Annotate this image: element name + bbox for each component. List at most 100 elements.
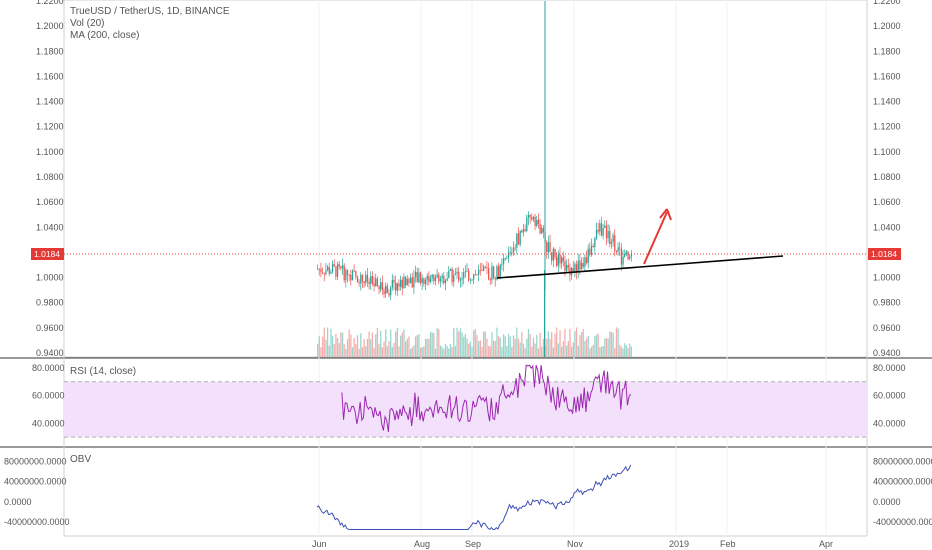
- volume-bar: [443, 348, 445, 357]
- volume-bar: [574, 331, 576, 357]
- candle-body: [404, 276, 407, 286]
- obv-tick-label-right: 80000000.0000: [873, 457, 932, 467]
- candle-body: [353, 270, 355, 272]
- candle-body: [590, 245, 593, 255]
- candle-body: [575, 264, 578, 273]
- volume-bar: [481, 346, 483, 357]
- candle-body: [361, 274, 364, 282]
- volume-bar: [526, 338, 528, 357]
- rsi-pane-legend: RSI (14, close): [70, 366, 136, 378]
- time-tick-label: Aug: [414, 539, 430, 549]
- candle-body: [589, 248, 591, 255]
- candle-body: [511, 252, 513, 254]
- volume-bar: [395, 331, 397, 357]
- trendline[interactable]: [496, 255, 784, 279]
- price-tick-label-right: 1.0000: [873, 273, 901, 283]
- candle-body: [318, 268, 320, 270]
- volume-bar: [516, 327, 518, 357]
- candle-body: [579, 260, 581, 270]
- candle-body: [423, 278, 425, 285]
- volume-bar: [340, 332, 342, 357]
- volume-bar: [597, 333, 599, 357]
- candle-body: [338, 264, 340, 267]
- candle-body: [474, 274, 476, 276]
- volume-bar: [473, 330, 475, 357]
- candle-body: [532, 216, 535, 220]
- candle-body: [610, 242, 613, 245]
- price-tick-label-right: 1.1600: [873, 71, 901, 81]
- volume-bar: [504, 336, 506, 357]
- volume-bar: [451, 346, 453, 357]
- candle-body: [424, 279, 427, 285]
- volume-bar: [551, 332, 553, 357]
- candle-body: [486, 267, 488, 269]
- volume-bar: [441, 346, 443, 357]
- candle-body: [542, 227, 545, 233]
- candle-body: [366, 274, 369, 282]
- candle-body: [343, 265, 345, 281]
- volume-bar: [361, 347, 364, 357]
- volume-bar: [363, 339, 365, 357]
- volume-bar: [431, 332, 433, 357]
- volume-bar: [501, 346, 503, 357]
- candle-body: [521, 230, 523, 233]
- candle-body: [371, 276, 374, 284]
- price-tick-label-right: 1.2000: [873, 21, 901, 31]
- time-tick-label: Sep: [465, 539, 481, 549]
- symbol-title[interactable]: TrueUSD / TetherUS, 1D, BINANCE: [70, 6, 230, 17]
- price-tick-label-left: 1.1000: [36, 147, 64, 157]
- candle-body: [605, 225, 608, 239]
- price-tick-label-left: 1.0000: [36, 273, 64, 283]
- volume-bar: [343, 344, 345, 357]
- price-tick-label-right: 1.1200: [873, 122, 901, 132]
- candle-body: [580, 262, 583, 270]
- volume-bar: [444, 343, 447, 357]
- volume-bar: [479, 340, 481, 357]
- current-price-badge-left: [31, 248, 64, 260]
- volume-bar: [592, 344, 594, 357]
- volume-bar: [409, 348, 412, 357]
- candle-body: [438, 274, 440, 282]
- ma-indicator-label[interactable]: MA (200, close): [70, 30, 140, 41]
- candle-body: [411, 277, 413, 288]
- candle-body: [494, 277, 496, 280]
- candle-body: [587, 248, 589, 263]
- candle-body: [321, 272, 324, 274]
- volume-bar: [428, 338, 430, 357]
- volume-bar: [413, 345, 415, 357]
- volume-bar: [426, 338, 428, 357]
- obv-pane-legend: OBV: [70, 454, 91, 466]
- candle-body: [595, 229, 598, 239]
- volume-bar: [383, 341, 385, 357]
- candle-body: [406, 279, 408, 286]
- price-tick-label-left: 1.0800: [36, 172, 64, 182]
- arrow-shaft[interactable]: [643, 211, 668, 265]
- volume-bar: [627, 348, 629, 357]
- volume-bar: [496, 327, 498, 357]
- spike-volume-bar: [544, 270, 546, 357]
- volume-bar: [527, 328, 530, 357]
- volume-bar: [335, 334, 337, 357]
- volume-bar: [484, 331, 486, 357]
- volume-bar: [612, 332, 614, 357]
- candle-body: [620, 248, 623, 265]
- candle-body: [398, 283, 400, 287]
- obv-indicator-label[interactable]: OBV: [70, 454, 92, 465]
- rsi-indicator-label[interactable]: RSI (14, close): [70, 366, 137, 377]
- volume-bar: [594, 336, 596, 357]
- candle-body: [418, 272, 420, 283]
- volume-bar: [403, 329, 405, 357]
- volume-bar: [519, 342, 521, 357]
- volume-bar: [566, 345, 568, 357]
- volume-bar: [549, 338, 551, 357]
- volume-bar: [595, 334, 598, 357]
- candle-body: [458, 271, 460, 281]
- volume-bar: [483, 331, 485, 357]
- volume-bar: [400, 335, 402, 357]
- candle-body: [336, 264, 339, 277]
- volume-bar: [492, 340, 495, 357]
- candle-body: [381, 282, 384, 291]
- volume-indicator-label[interactable]: Vol (20): [70, 18, 105, 29]
- candle-body: [483, 266, 485, 271]
